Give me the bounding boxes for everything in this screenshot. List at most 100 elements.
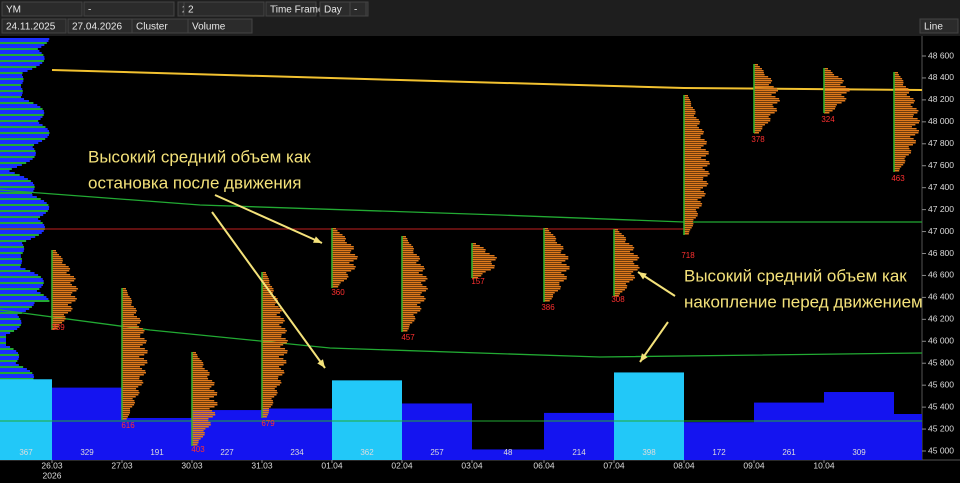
toolbar-field[interactable] — [183, 1, 265, 17]
profile-row — [262, 310, 282, 312]
left-profile — [0, 358, 19, 360]
left-profile — [0, 132, 50, 134]
left-profile — [0, 158, 33, 160]
profile-row — [684, 153, 709, 155]
left-profile — [0, 58, 45, 60]
price-label: 46 000 — [928, 336, 954, 346]
profile-row — [824, 84, 841, 86]
profile-row — [544, 236, 556, 238]
profile-row — [684, 173, 710, 175]
profile-row — [754, 92, 776, 94]
toolbar-field[interactable] — [1, 1, 83, 17]
profile-row — [262, 380, 281, 382]
left-profile — [0, 272, 35, 274]
profile-row — [262, 400, 273, 402]
profile-row — [614, 231, 620, 233]
profile-row — [684, 185, 707, 187]
profile-row — [544, 258, 569, 260]
profile-row — [332, 228, 336, 230]
profile-row — [332, 240, 346, 242]
profile-row — [262, 366, 280, 368]
left-profile — [0, 290, 37, 292]
profile-row — [754, 88, 778, 90]
profile-row — [52, 254, 60, 256]
profile-row — [192, 376, 208, 378]
profile-row — [472, 265, 495, 267]
profile-row — [192, 390, 215, 392]
profile-row — [754, 112, 775, 114]
profile-row — [402, 236, 406, 238]
profile-row — [122, 296, 130, 298]
left-profile — [0, 56, 45, 58]
profile-row — [684, 159, 706, 161]
profile-row — [402, 282, 422, 284]
price-label: 47 200 — [928, 204, 954, 214]
profile-row — [52, 278, 76, 280]
profile-row — [52, 300, 76, 302]
left-profile — [0, 92, 23, 94]
profile-row — [52, 268, 71, 270]
profile-row — [262, 408, 270, 410]
profile-row — [262, 378, 278, 380]
profile-row — [402, 316, 415, 318]
profile-row — [544, 244, 561, 246]
profile-row — [472, 249, 486, 251]
profile-row — [122, 334, 141, 336]
profile-row — [122, 340, 147, 342]
profile-row — [192, 362, 204, 364]
toolbar-field[interactable] — [187, 18, 253, 34]
toolbar-field[interactable] — [349, 1, 367, 17]
profile-row — [614, 261, 634, 263]
profile-row — [122, 356, 140, 358]
year-label: 2026 — [43, 470, 62, 480]
toolbar-field[interactable] — [1, 18, 67, 34]
profile-row — [754, 72, 764, 74]
profile-row — [754, 90, 779, 92]
profile-row — [122, 400, 135, 402]
toolbar-text: Time Frame — [270, 5, 324, 16]
profile-row — [684, 155, 706, 157]
profile-row — [262, 324, 280, 326]
left-profile — [0, 94, 22, 96]
profile-row — [402, 274, 423, 276]
toolbar-field[interactable] — [265, 1, 317, 17]
profile-row — [544, 298, 552, 300]
profile-label: 616 — [121, 421, 135, 430]
toolbar-field[interactable] — [83, 1, 175, 17]
profile-row — [332, 264, 354, 266]
profile-row — [402, 254, 417, 256]
left-profile — [0, 280, 44, 282]
left-profile — [0, 256, 21, 258]
profile-row — [754, 76, 769, 78]
left-profile — [0, 252, 23, 254]
profile-row — [122, 364, 145, 366]
profile-row — [684, 121, 701, 123]
profile-row — [192, 402, 218, 404]
left-profile — [0, 110, 44, 112]
left-profile — [0, 174, 20, 176]
left-profile — [0, 178, 28, 180]
left-profile — [0, 378, 34, 380]
profile-row — [192, 408, 210, 410]
volume-bar — [332, 380, 402, 460]
profile-row — [754, 118, 771, 120]
profile-row — [262, 284, 271, 286]
left-profile — [0, 364, 19, 366]
profile-row — [754, 86, 774, 88]
left-profile — [0, 154, 36, 156]
profile-row — [894, 76, 901, 78]
profile-row — [472, 251, 486, 253]
profile-row — [332, 242, 347, 244]
left-profile — [0, 152, 36, 154]
profile-row — [894, 72, 898, 74]
profile-row — [402, 268, 425, 270]
profile-row — [262, 370, 284, 372]
mode-select[interactable] — [919, 18, 959, 34]
left-profile — [0, 244, 24, 246]
profile-row — [544, 274, 565, 276]
profile-row — [122, 320, 142, 322]
profile-row — [684, 167, 703, 169]
price-label: 46 200 — [928, 314, 954, 324]
profile-row — [894, 108, 917, 110]
